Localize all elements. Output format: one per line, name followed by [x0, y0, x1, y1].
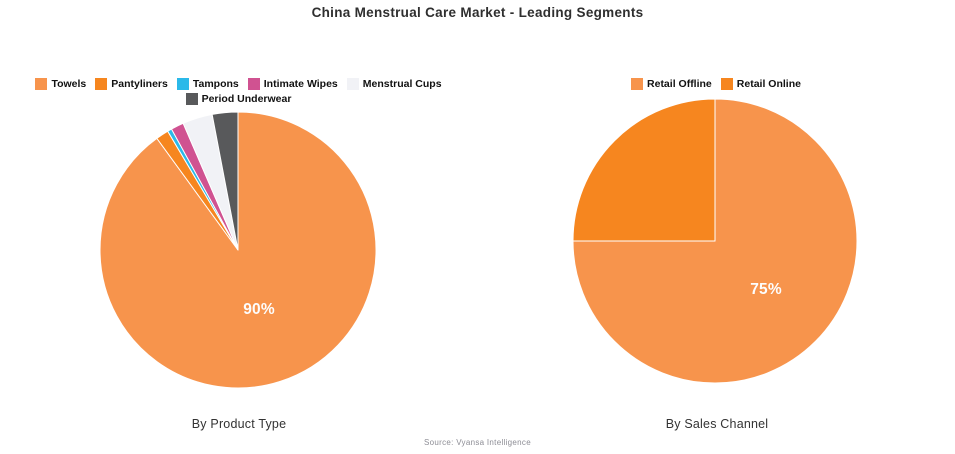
subchart-title-sales-channel: By Sales Channel — [665, 417, 769, 431]
legend-label-retail-online: Retail Online — [736, 78, 801, 90]
legend-label-retail-offline: Retail Offline — [647, 78, 712, 90]
legend-label-pantyliners: Pantyliners — [111, 78, 168, 90]
legend-sales-channel: Retail Offline Retail Online — [477, 77, 955, 91]
legend-label-tampons: Tampons — [192, 78, 239, 90]
legend-swatch-retail-offline — [631, 78, 644, 90]
legend-label-intimate-wipes: Intimate Wipes — [263, 78, 338, 90]
legend-swatch-towels — [35, 78, 48, 90]
pie-slice-retail-offline[interactable] — [572, 98, 858, 384]
legend-row: Towels Pantyliners Tampons Intimate Wipes Me… — [0, 77, 477, 91]
legend-item-retail-online[interactable]: Retail Online — [720, 78, 801, 90]
legend-swatch-retail-online — [720, 78, 733, 90]
legend-item-retail-offline[interactable]: Retail Offline — [631, 78, 712, 90]
chart-title: China Menstrual Care Market - Leading Se… — [311, 5, 644, 20]
legend-row: Period Underwear — [0, 92, 477, 106]
slice-value-label-towels: 90% — [243, 301, 275, 318]
legend-swatch-intimate-wipes — [247, 78, 260, 90]
legend-item-intimate-wipes[interactable]: Intimate Wipes — [247, 78, 338, 90]
pie-slice-retail-online[interactable] — [572, 98, 716, 242]
legend-item-pantyliners[interactable]: Pantyliners — [95, 78, 168, 90]
legend-swatch-period-underwear — [185, 93, 198, 105]
legend-product-type: Towels Pantyliners Tampons Intimate Wipes Me… — [0, 77, 477, 106]
pie-sales-channel[interactable] — [571, 97, 859, 385]
legend-item-tampons[interactable]: Tampons — [176, 78, 239, 90]
legend-label-period-underwear: Period Underwear — [201, 93, 292, 105]
source-caption: Source: Vyansa Intelligence — [424, 438, 531, 447]
legend-item-period-underwear[interactable]: Period Underwear — [185, 93, 292, 105]
pie-slice-period-underwear[interactable] — [211, 111, 239, 251]
legend-label-menstrual-cups: Menstrual Cups — [362, 78, 442, 90]
legend-item-towels[interactable]: Towels — [35, 78, 86, 90]
legend-label-towels: Towels — [51, 78, 87, 90]
subchart-title-product-type: By Product Type — [191, 417, 287, 431]
legend-swatch-menstrual-cups — [346, 78, 359, 90]
slice-value-label-retail-offline: 75% — [750, 281, 782, 298]
legend-row: Retail Offline Retail Online — [477, 77, 955, 91]
legend-swatch-pantyliners — [95, 78, 108, 90]
legend-item-menstrual-cups[interactable]: Menstrual Cups — [346, 78, 442, 90]
legend-swatch-tampons — [176, 78, 189, 90]
pie-product-type[interactable] — [98, 110, 378, 390]
